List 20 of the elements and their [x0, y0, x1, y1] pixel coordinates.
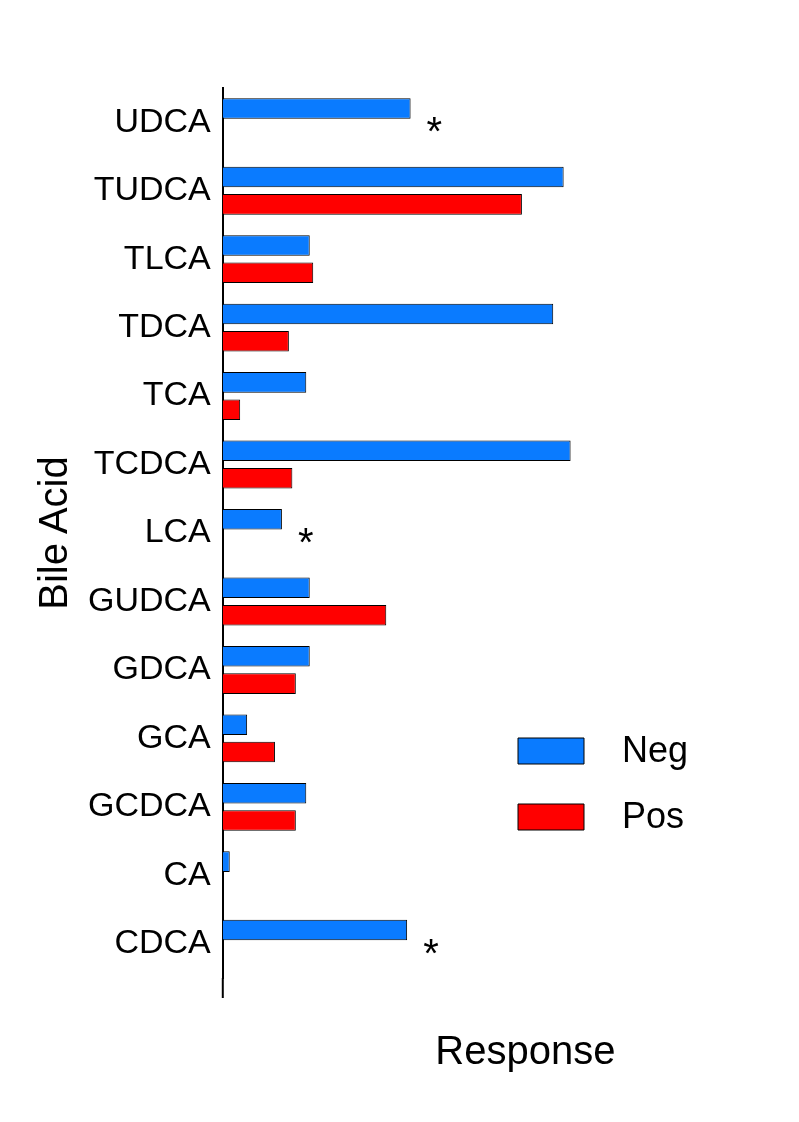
y-tick-label: LCA — [144, 511, 212, 550]
legend-label: Pos — [622, 794, 685, 836]
y-tick-label: GDCA — [112, 648, 212, 687]
y-tick-label: GCDCA — [87, 785, 212, 824]
annotation: * — [423, 930, 439, 975]
y-tick-label: CDCA — [114, 922, 212, 961]
legend-label: Neg — [622, 728, 689, 770]
y-tick-label: UDCA — [114, 100, 212, 139]
y-tick-label: GUDCA — [87, 579, 212, 618]
y-tick-label: TCDCA — [93, 442, 212, 481]
x-axis-title: Response — [435, 1028, 616, 1073]
y-tick-label: TCA — [142, 374, 212, 413]
y-tick-label: CA — [163, 853, 212, 892]
annotation: * — [426, 109, 443, 154]
y-tick-label: TUDCA — [93, 169, 212, 208]
y-tick-label: TLCA — [123, 237, 212, 276]
annotation: * — [297, 520, 314, 565]
y-tick-label: GCA — [137, 716, 212, 755]
y-axis-title: Bile Acid — [31, 456, 76, 610]
y-tick-label: TDCA — [118, 305, 212, 344]
